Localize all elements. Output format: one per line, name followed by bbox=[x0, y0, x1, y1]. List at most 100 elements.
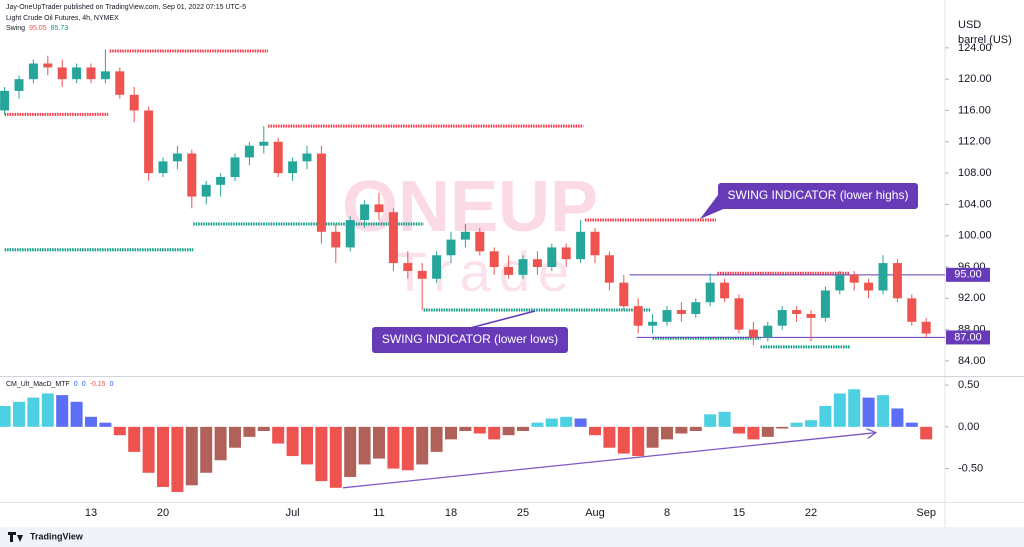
histogram-bar bbox=[0, 405, 11, 427]
candle-body bbox=[115, 71, 125, 95]
candle-body bbox=[100, 71, 110, 80]
watermark-text: ONEUP bbox=[342, 167, 598, 247]
x-tick-label: 18 bbox=[445, 507, 457, 519]
histogram-bar bbox=[790, 422, 803, 427]
histogram-bar bbox=[70, 401, 83, 427]
indicator-value: -0.15 bbox=[90, 381, 106, 388]
histogram-bar bbox=[488, 426, 501, 440]
candle-body bbox=[691, 302, 701, 314]
y-tick-label: 104.00 bbox=[958, 198, 992, 210]
histogram-bar bbox=[891, 408, 904, 427]
candle-body bbox=[86, 67, 96, 80]
x-tick-label: Sep bbox=[916, 507, 936, 519]
candle-body bbox=[144, 110, 154, 174]
histogram-bar bbox=[416, 426, 429, 465]
histogram-bar bbox=[214, 426, 227, 461]
candle-body bbox=[360, 204, 370, 221]
histogram-bar bbox=[358, 426, 371, 465]
candle-body bbox=[230, 157, 240, 177]
candle-body bbox=[504, 267, 514, 275]
candle-body bbox=[720, 282, 730, 299]
candle-body bbox=[878, 263, 888, 291]
histogram-bar bbox=[920, 426, 933, 440]
candle-body bbox=[576, 231, 586, 260]
candle-body bbox=[518, 259, 528, 275]
level-tag-label: 87.00 bbox=[954, 331, 982, 343]
histogram-bar bbox=[128, 426, 141, 452]
y-tick-label: 92.00 bbox=[958, 292, 986, 304]
histogram-bar bbox=[459, 426, 472, 432]
histogram-bar bbox=[776, 426, 789, 429]
x-tick-label: 11 bbox=[373, 507, 384, 519]
histogram-bar bbox=[13, 401, 25, 427]
candle-body bbox=[374, 204, 384, 213]
histogram-bar bbox=[675, 426, 688, 434]
histogram-bar bbox=[41, 393, 54, 427]
candle-body bbox=[331, 231, 341, 248]
candle-body bbox=[446, 239, 456, 256]
histogram-bar bbox=[229, 426, 241, 448]
candle-body bbox=[604, 255, 614, 283]
candle-body bbox=[705, 282, 715, 303]
histogram-bar bbox=[401, 426, 414, 471]
histogram-bar bbox=[862, 397, 875, 427]
x-tick-label: Jul bbox=[286, 507, 300, 519]
footer-text: TradingView bbox=[30, 531, 84, 541]
candle-body bbox=[460, 231, 470, 240]
indicator-value: 95.05 bbox=[29, 25, 47, 32]
candle-body bbox=[619, 282, 629, 307]
candle-body bbox=[201, 184, 211, 197]
histogram-bar bbox=[257, 426, 270, 432]
footer-bar bbox=[0, 527, 1024, 547]
candle-body bbox=[662, 310, 672, 322]
candle-body bbox=[590, 231, 600, 256]
candle-body bbox=[259, 141, 269, 146]
histogram-bar bbox=[329, 426, 342, 488]
y-tick-label: 116.00 bbox=[958, 104, 991, 116]
histogram-bar bbox=[560, 416, 573, 427]
callout-text: SWING INDICATOR (lower lows) bbox=[382, 332, 558, 346]
candle-body bbox=[864, 282, 874, 291]
callout-text: SWING INDICATOR (lower highs) bbox=[728, 188, 909, 202]
histogram-bar bbox=[632, 426, 645, 457]
candle-body bbox=[763, 325, 773, 338]
axis-unit: barrel (US) bbox=[958, 34, 1012, 46]
candle-body bbox=[158, 161, 168, 174]
indicator-name: Swing bbox=[6, 25, 25, 32]
candle-body bbox=[72, 67, 82, 80]
histogram-bar bbox=[531, 422, 544, 427]
histogram-bar bbox=[603, 426, 616, 448]
histogram-bar bbox=[704, 414, 717, 427]
y-tick-label: 124.00 bbox=[958, 42, 992, 54]
candle-body bbox=[547, 247, 557, 267]
y-tick-label: -0.50 bbox=[958, 463, 983, 475]
histogram-bar bbox=[661, 426, 673, 440]
callout-box bbox=[718, 183, 918, 209]
candle-body bbox=[475, 231, 485, 252]
candle-body bbox=[28, 63, 38, 80]
y-tick-label: 84.00 bbox=[958, 355, 986, 367]
footer-logo bbox=[8, 532, 23, 542]
histogram-bar bbox=[574, 418, 587, 427]
histogram-bar bbox=[142, 426, 155, 473]
x-tick-label: 22 bbox=[805, 507, 817, 519]
histogram-bar bbox=[315, 426, 328, 482]
level-tag bbox=[946, 267, 990, 282]
candle-body bbox=[835, 274, 845, 291]
histogram-bar bbox=[243, 426, 256, 437]
y-tick-label: 120.00 bbox=[958, 73, 992, 85]
candle-body bbox=[302, 153, 312, 162]
histogram-bar bbox=[157, 426, 169, 487]
candle-body bbox=[532, 259, 542, 267]
chart-title: Light Crude Oil Futures, 4h, NYMEX bbox=[6, 15, 119, 22]
x-tick-label: Aug bbox=[585, 507, 605, 519]
x-tick-label: 25 bbox=[517, 507, 529, 519]
y-tick-label: 112.00 bbox=[958, 136, 991, 148]
histogram-bar bbox=[502, 426, 515, 436]
candle-body bbox=[417, 270, 427, 279]
candle-body bbox=[388, 212, 398, 264]
candle-body bbox=[345, 220, 355, 248]
level-tag-label: 95.00 bbox=[954, 269, 982, 281]
candle-body bbox=[288, 161, 298, 174]
candle-body bbox=[633, 306, 643, 326]
